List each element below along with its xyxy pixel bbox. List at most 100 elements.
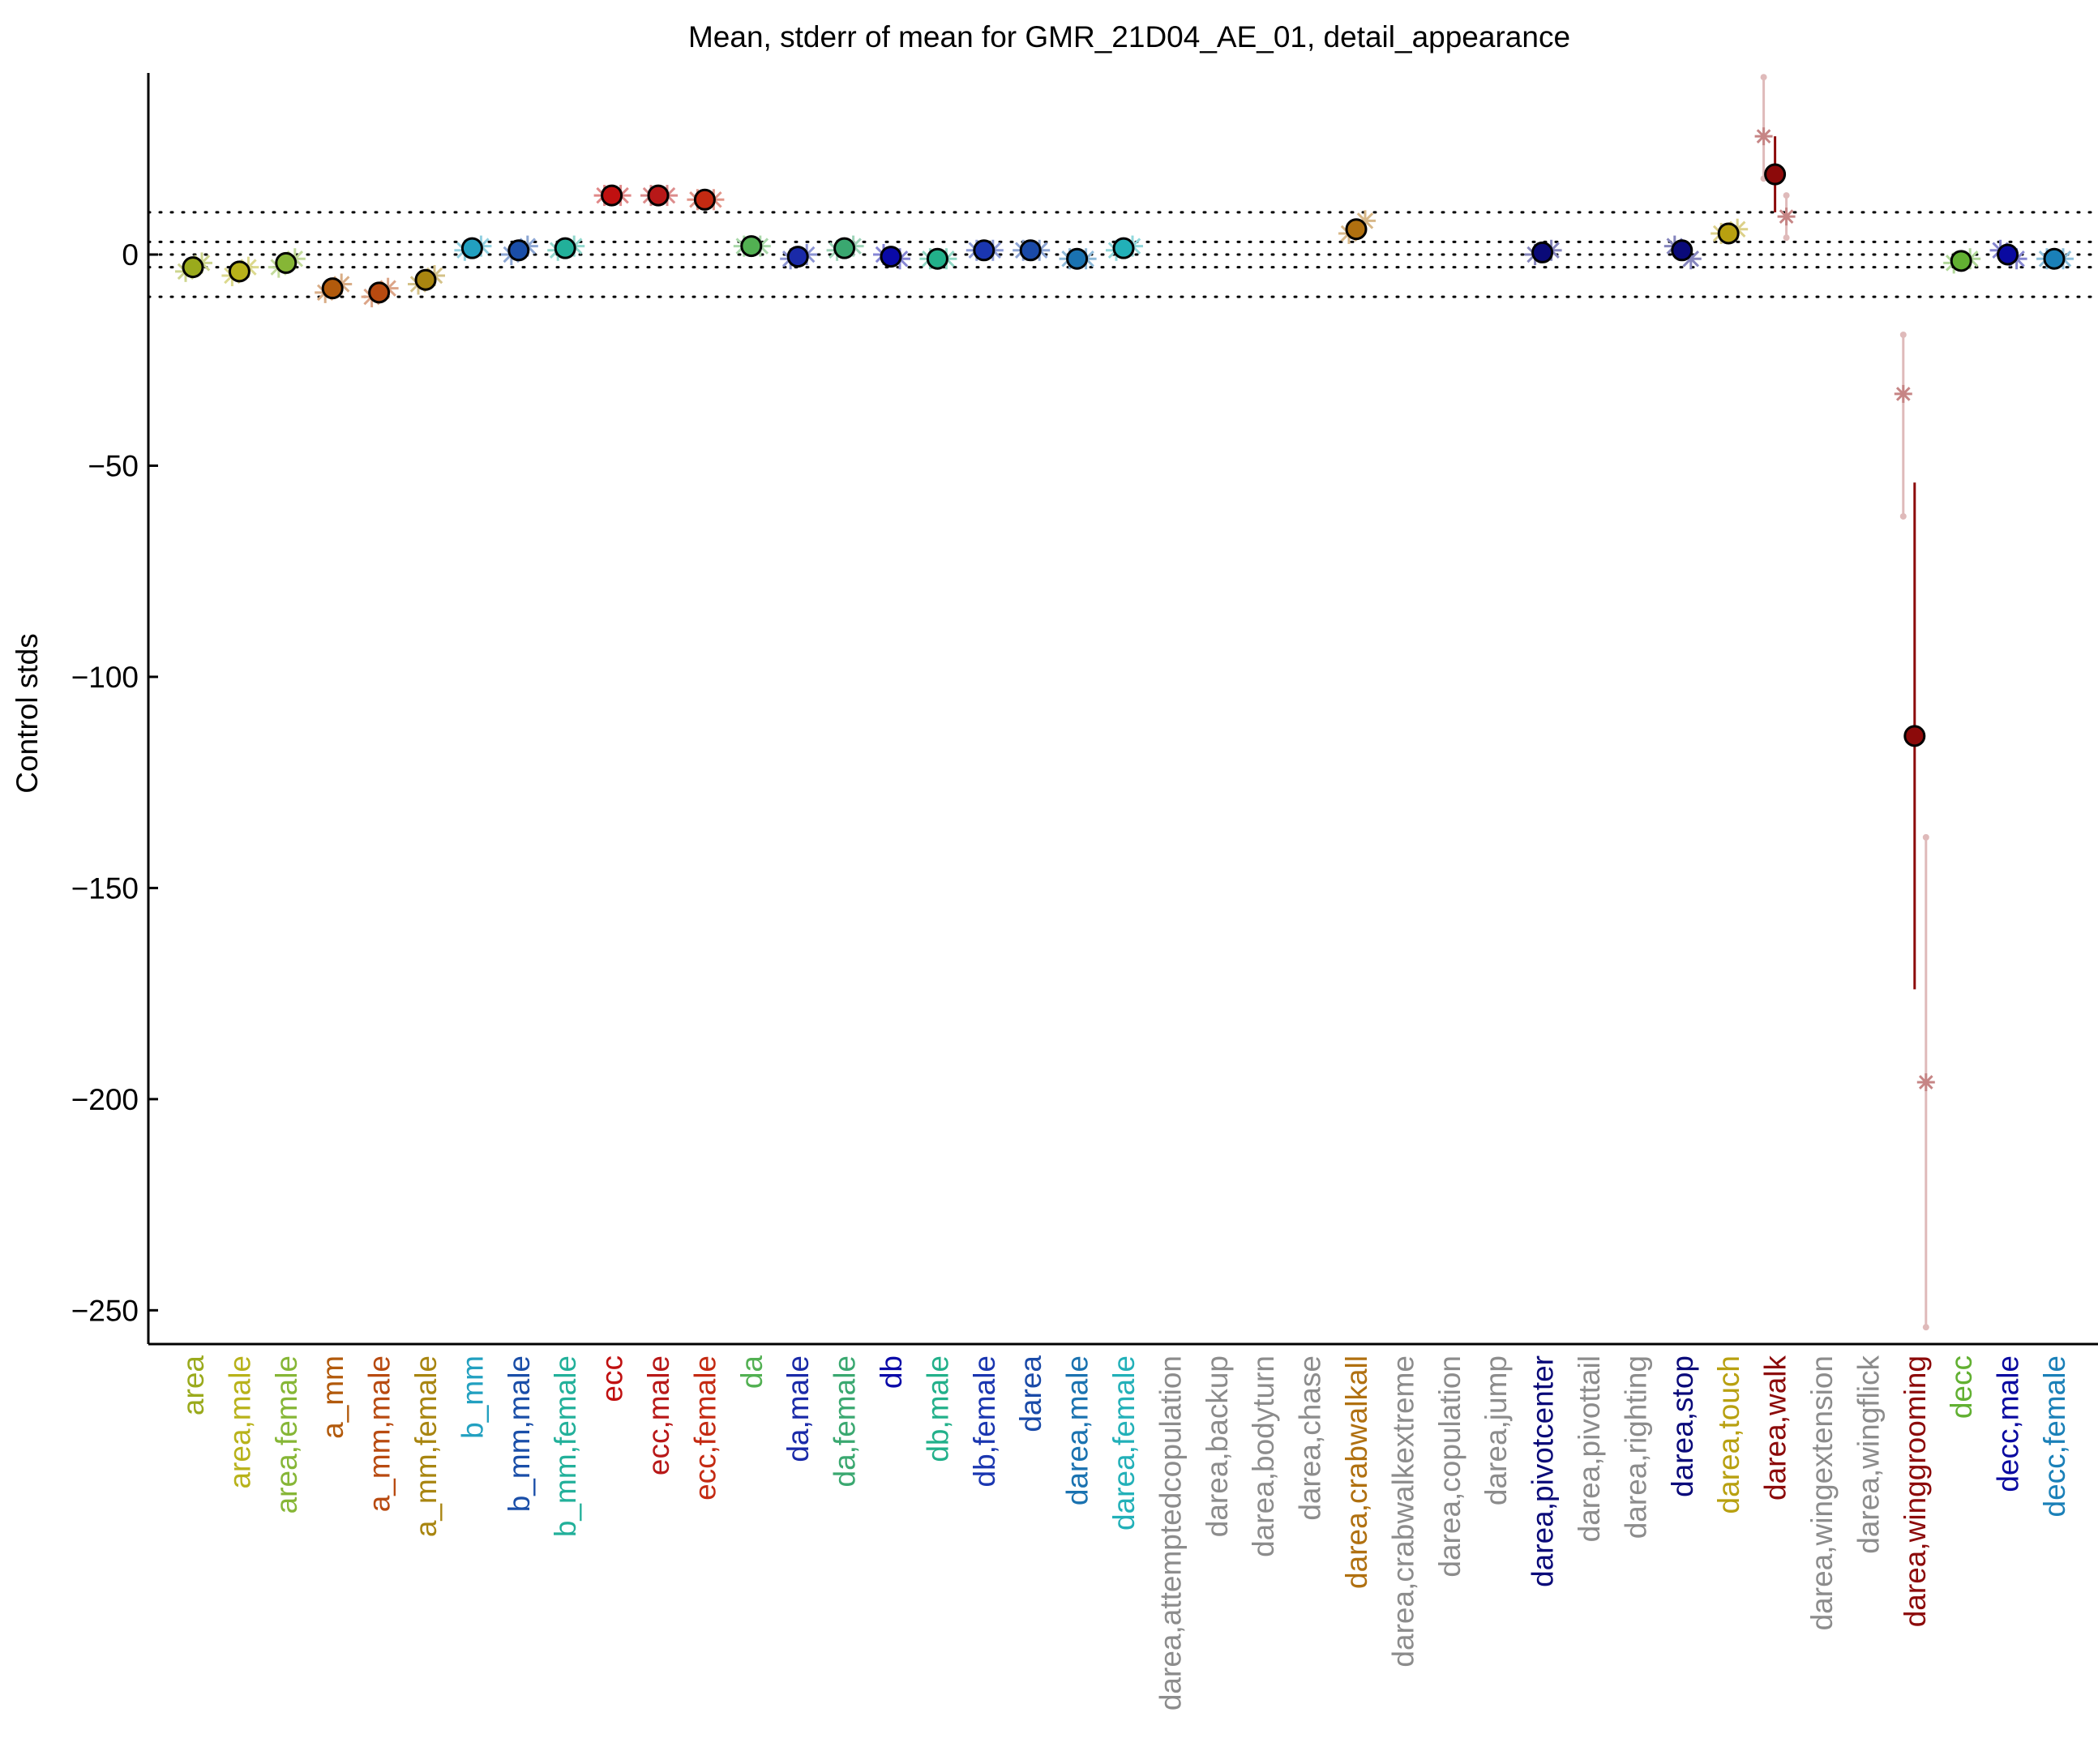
sub-mean-marker: [1894, 384, 1912, 403]
x-tick-label: b_mm,male: [503, 1355, 536, 1512]
x-tick-label: darea,touch: [1712, 1355, 1745, 1514]
x-tick-label: a_mm,female: [409, 1355, 443, 1537]
x-tick-label: darea,male: [1061, 1355, 1094, 1505]
sub-range-end: [1899, 331, 1907, 338]
x-tick-label: darea: [1014, 1355, 1047, 1432]
mean-point: [460, 237, 483, 259]
x-tick-label: darea,righting: [1619, 1355, 1652, 1539]
x-tick-label: da,male: [781, 1355, 815, 1462]
x-tick-label: da: [735, 1355, 769, 1389]
asterisk-stroke: [1756, 129, 1771, 143]
y-axis-label: Control stds: [11, 633, 44, 793]
x-tick-label: ecc,male: [642, 1355, 675, 1475]
x-tick-label: darea,wingflick: [1852, 1355, 1885, 1554]
x-tick-label: decc,male: [1992, 1355, 2025, 1492]
x-tick-label: b_mm,female: [549, 1355, 582, 1537]
mean-point: [973, 239, 995, 262]
mean-point: [1112, 237, 1135, 259]
y-tick-label: −50: [88, 449, 139, 482]
x-tick-label: da,female: [828, 1355, 862, 1488]
mean-point: [182, 256, 204, 279]
mean-point: [1903, 725, 1926, 747]
x-tick-label: darea,chase: [1294, 1355, 1327, 1521]
x-tick-label: darea,backup: [1201, 1355, 1234, 1537]
mean-point: [1764, 163, 1787, 186]
mean-point: [2043, 247, 2066, 270]
asterisk-stroke: [1895, 387, 1911, 401]
sub-range-end: [1899, 512, 1907, 520]
mean-point: [1997, 243, 2019, 266]
x-tick-label: a_mm: [316, 1355, 349, 1439]
x-tick-label: darea,pivottail: [1573, 1355, 1606, 1542]
mean-point: [880, 246, 902, 268]
x-tick-label: darea,female: [1107, 1355, 1141, 1531]
x-tick-label: darea,attemptedcopulation: [1154, 1355, 1187, 1710]
mean-point: [414, 268, 437, 291]
x-tick-label: b_mm: [456, 1355, 489, 1439]
x-tick-label: darea,crabwalkextreme: [1386, 1355, 1419, 1668]
x-tick-label: darea,pivotcenter: [1526, 1355, 1560, 1587]
asterisk-stroke: [1682, 250, 1700, 268]
axes: [147, 73, 2098, 1346]
mean-point: [1345, 218, 1368, 241]
x-tick-label: area,female: [270, 1355, 303, 1514]
x-tick-label: darea,stop: [1666, 1355, 1699, 1497]
x-tick-label: darea,jump: [1479, 1355, 1513, 1505]
mean-point: [228, 260, 250, 283]
x-tick-label: area: [177, 1355, 210, 1415]
sub-mean-marker: [1916, 1073, 1935, 1092]
x-tick-label: darea,winggrooming: [1899, 1355, 1932, 1627]
y-tick-label: −200: [71, 1083, 139, 1116]
mean-point: [786, 246, 809, 268]
x-tick-labels: area area,male area,female a_mm a_mm,male a_m…: [177, 1355, 2071, 1711]
mean-point: [1671, 239, 1693, 262]
chart-title: Mean, stderr of mean for GMR_21D04_AE_01…: [688, 20, 1570, 54]
sub-range-end: [1783, 192, 1790, 199]
sub-range-end: [1922, 1324, 1929, 1331]
x-tick-label: area,male: [223, 1355, 256, 1489]
x-tick-label: db: [875, 1355, 908, 1389]
y-ticks: −250 −200 −150 −100 −50 0: [71, 238, 158, 1327]
mean-point: [1019, 239, 1042, 262]
mean-point: [693, 188, 716, 211]
x-tick-label: decc,female: [2038, 1355, 2071, 1518]
mean-point: [1531, 241, 1554, 263]
mean-point: [321, 277, 344, 300]
mean-point: [1950, 250, 1972, 272]
x-tick-label: darea,copulation: [1433, 1355, 1466, 1578]
x-tick-label: darea,wingextension: [1805, 1355, 1839, 1630]
data-series: [175, 74, 2074, 1331]
mean-point: [926, 247, 948, 270]
y-tick-label: −100: [71, 661, 139, 694]
asterisk-stroke: [1779, 209, 1794, 224]
mean-point: [368, 281, 391, 304]
x-tick-label: decc: [1945, 1355, 1978, 1419]
mean-point: [554, 237, 576, 259]
y-tick-label: −250: [71, 1294, 139, 1327]
mean-point: [740, 235, 763, 258]
sub-range-end: [1922, 833, 1929, 841]
y-tick-label: 0: [122, 238, 139, 272]
sub-mean-marker: [1777, 208, 1796, 226]
sub-mean-marker: [1754, 127, 1773, 146]
mean-point: [275, 251, 298, 274]
x-tick-label: a_mm,male: [363, 1355, 396, 1512]
sub-range-end: [1783, 234, 1790, 242]
mean-point: [647, 184, 670, 207]
x-tick-label: darea,crabwalkall: [1340, 1355, 1373, 1589]
mean-point: [1066, 247, 1089, 270]
x-tick-label: ecc: [596, 1355, 629, 1402]
mean-point: [601, 184, 623, 207]
y-tick-label: −150: [71, 871, 139, 905]
mean-point: [1717, 222, 1740, 245]
x-tick-label: darea,walk: [1759, 1355, 1792, 1501]
x-tick-label: darea,bodyturn: [1247, 1355, 1280, 1557]
x-tick-label: db,male: [921, 1355, 954, 1462]
mean-point: [507, 239, 530, 262]
mean-point: [833, 237, 856, 259]
x-tick-label: db,female: [968, 1355, 1001, 1488]
asterisk-stroke: [1918, 1075, 1933, 1090]
x-tick-label: ecc,female: [688, 1355, 721, 1501]
